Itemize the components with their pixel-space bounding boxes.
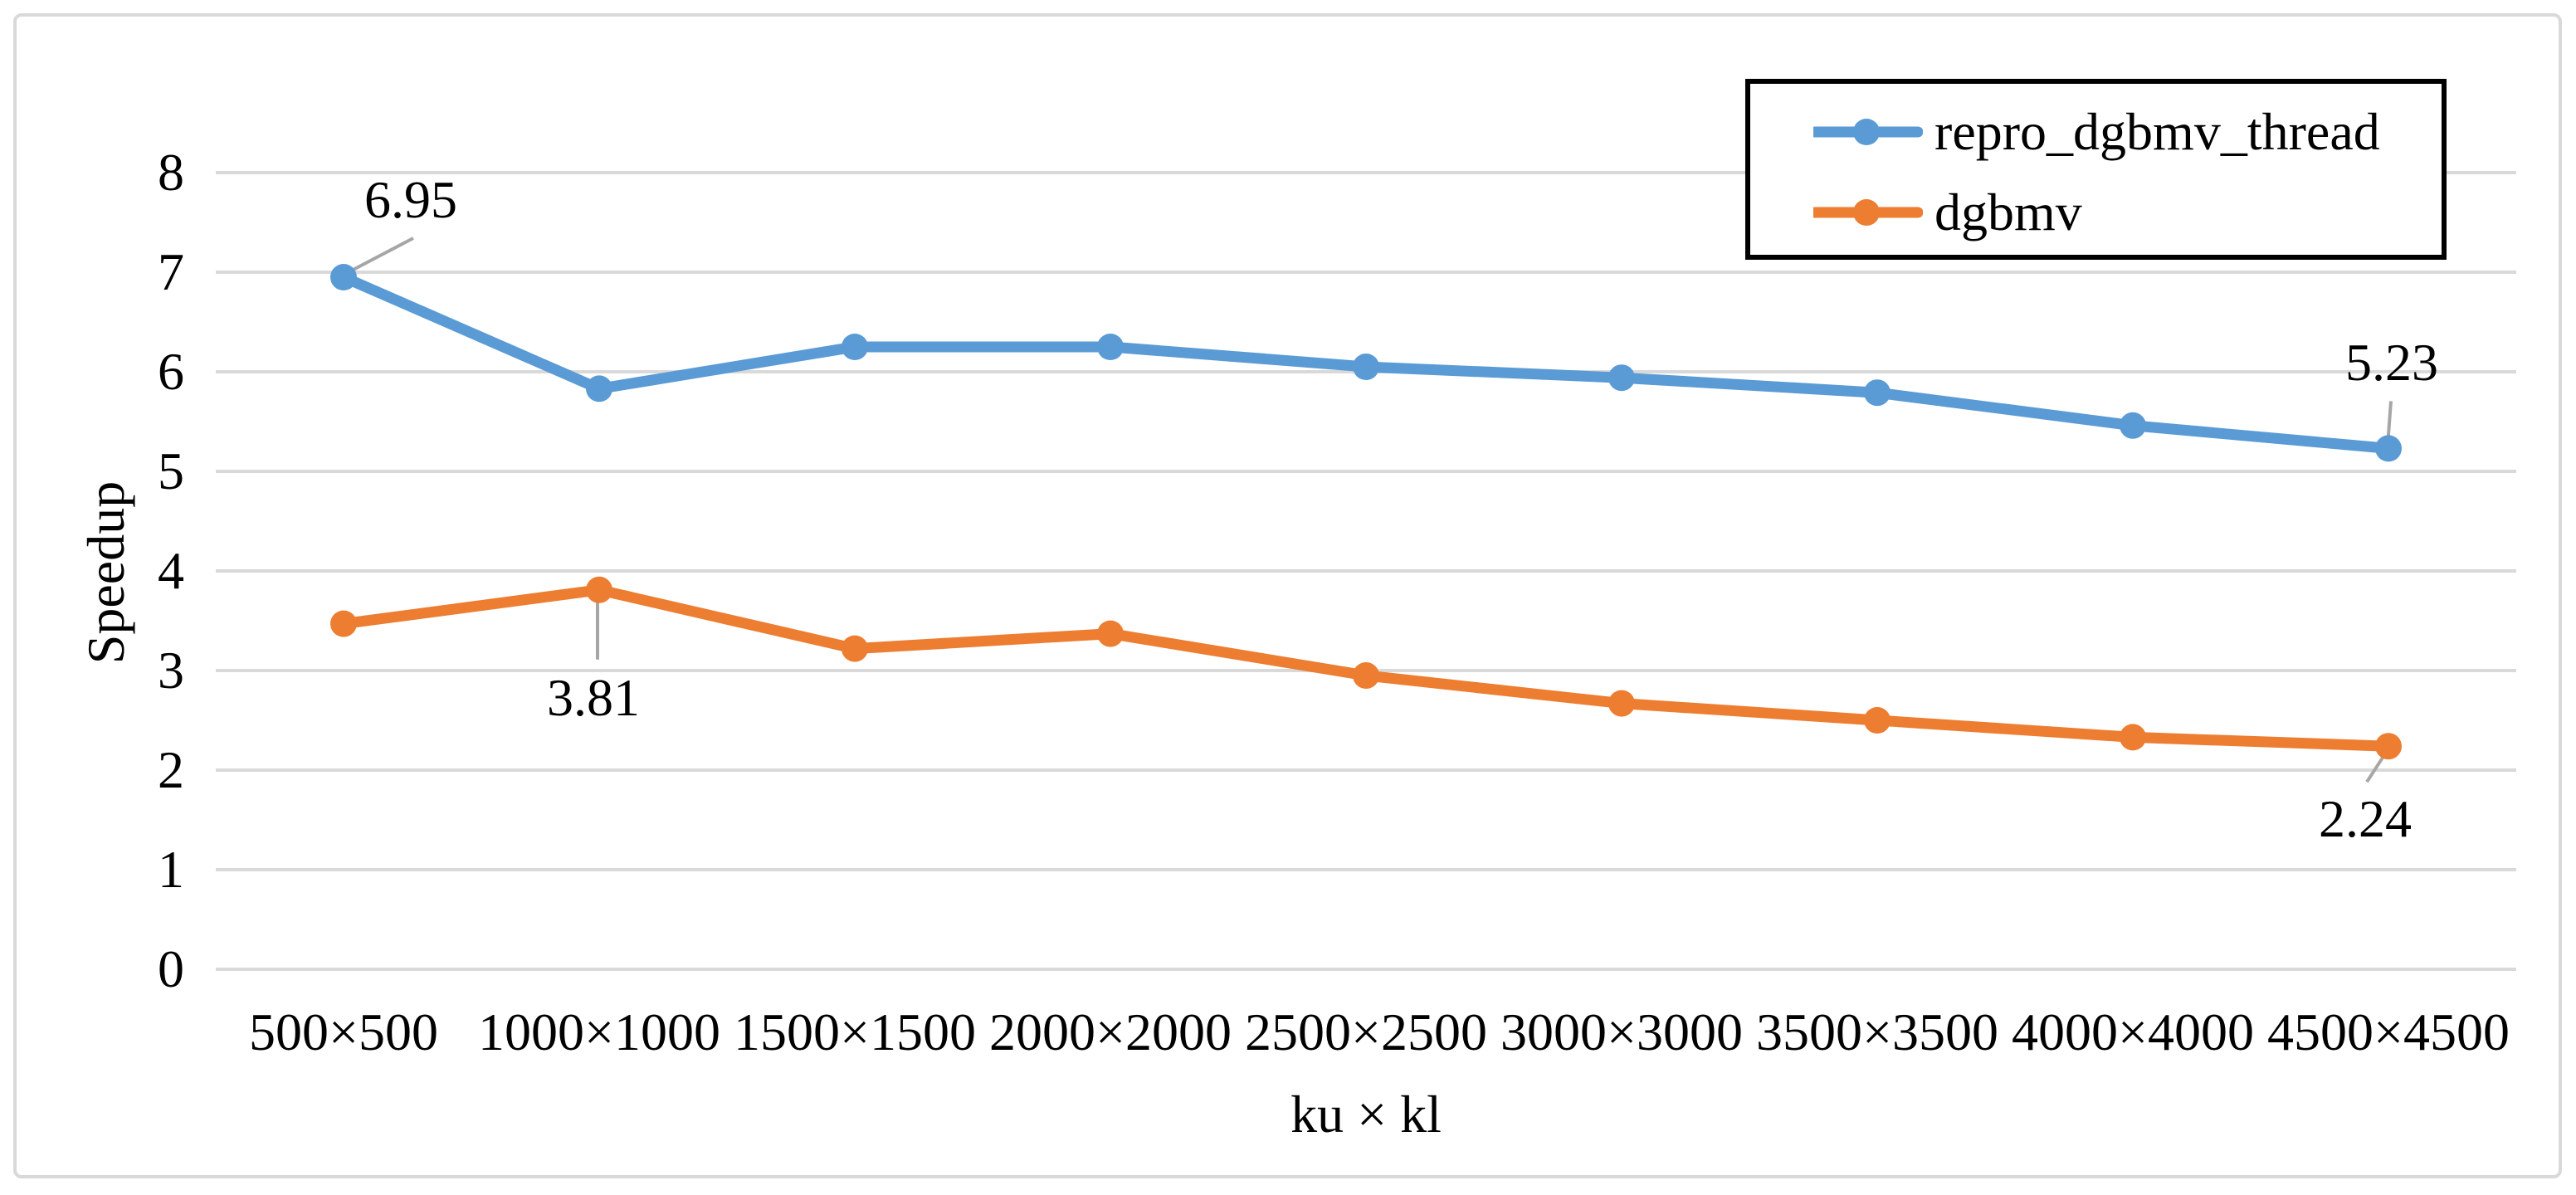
x-tick-label: 2000×2000 — [988, 1002, 1232, 1061]
data-point-marker-dgbmv — [1097, 620, 1124, 647]
data-point-marker-repro_dgbmv_thread — [1864, 379, 1891, 407]
y-tick-label: 1 — [158, 840, 184, 899]
data-point-marker-dgbmv — [1864, 707, 1891, 734]
data-label: 6.95 — [364, 170, 457, 229]
data-point-marker-repro_dgbmv_thread — [2120, 412, 2146, 439]
data-point-marker-dgbmv — [330, 610, 357, 637]
x-tick-label: 4000×4000 — [2011, 1002, 2255, 1061]
legend-label: repro_dgbmv_thread — [1934, 102, 2380, 161]
line-marker-icon — [1813, 119, 1923, 145]
x-tick-label: 1000×1000 — [477, 1002, 721, 1061]
x-tick-label: 3500×3500 — [1755, 1002, 1999, 1061]
data-point-marker-dgbmv — [842, 635, 868, 662]
legend: repro_dgbmv_thread dgbmv — [1745, 79, 2447, 260]
data-point-marker-dgbmv — [2375, 733, 2402, 760]
x-tick-label: 3000×3000 — [1500, 1002, 1744, 1061]
legend-label: dgbmv — [1934, 183, 2082, 241]
data-point-marker-repro_dgbmv_thread — [1097, 334, 1124, 360]
data-point-marker-dgbmv — [586, 576, 612, 603]
data-point-marker-repro_dgbmv_thread — [1608, 364, 1635, 392]
y-tick-label: 3 — [158, 641, 184, 700]
data-label: 5.23 — [2345, 333, 2438, 393]
legend-item-dgbmv: dgbmv — [1813, 186, 2082, 239]
y-tick-label: 7 — [158, 242, 184, 301]
y-tick-label: 2 — [158, 740, 184, 799]
data-point-marker-repro_dgbmv_thread — [330, 264, 357, 290]
x-axis-title: ku × kl — [1290, 1085, 1442, 1144]
y-tick-label: 0 — [158, 939, 184, 998]
x-tick-label: 4500×4500 — [2266, 1002, 2510, 1061]
y-tick-label: 8 — [158, 143, 184, 202]
data-label: 3.81 — [547, 667, 640, 727]
data-label-leader-line — [344, 237, 414, 276]
data-point-marker-dgbmv — [1608, 690, 1635, 717]
legend-item-repro-dgbmv-thread: repro_dgbmv_thread — [1813, 105, 2380, 159]
x-tick-label: 2500×2500 — [1244, 1002, 1488, 1061]
data-point-marker-repro_dgbmv_thread — [586, 375, 612, 402]
y-tick-label: 6 — [158, 342, 184, 401]
x-tick-label: 500×500 — [248, 1002, 439, 1061]
y-tick-label: 4 — [158, 541, 184, 600]
data-label: 2.24 — [2319, 789, 2412, 849]
y-tick-label: 5 — [158, 441, 184, 500]
data-point-marker-repro_dgbmv_thread — [1353, 354, 1379, 380]
data-point-marker-repro_dgbmv_thread — [2375, 435, 2402, 462]
y-axis-title: Speedup — [76, 480, 135, 665]
data-point-marker-dgbmv — [1353, 662, 1379, 689]
x-tick-label: 1500×1500 — [733, 1002, 977, 1061]
data-point-marker-repro_dgbmv_thread — [842, 334, 868, 360]
data-point-marker-dgbmv — [2120, 724, 2146, 751]
line-marker-icon — [1813, 199, 1923, 226]
